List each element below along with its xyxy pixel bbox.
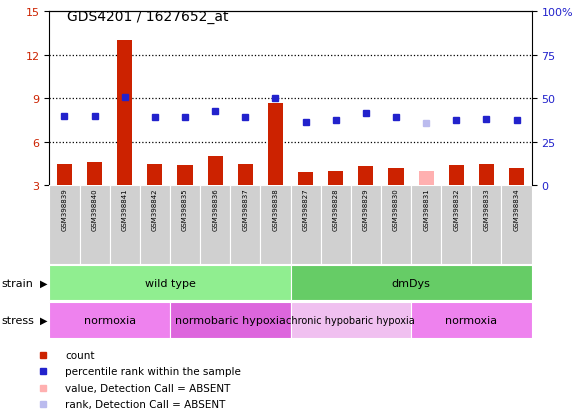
Bar: [110, 186, 140, 264]
Text: normoxia: normoxia: [84, 315, 136, 325]
Bar: [509, 169, 524, 186]
Bar: [479, 164, 494, 186]
Text: GSM398832: GSM398832: [453, 188, 459, 231]
Text: GSM398827: GSM398827: [303, 188, 309, 231]
Bar: [49, 302, 170, 338]
Text: normobaric hypoxia: normobaric hypoxia: [175, 315, 286, 325]
Bar: [80, 186, 110, 264]
Text: strain: strain: [1, 278, 33, 288]
Text: chronic hypobaric hypoxia: chronic hypobaric hypoxia: [286, 315, 415, 325]
Bar: [170, 186, 200, 264]
Bar: [140, 186, 170, 264]
Bar: [389, 169, 404, 186]
Bar: [260, 186, 290, 264]
Bar: [298, 173, 313, 186]
Bar: [238, 164, 253, 186]
Bar: [200, 186, 230, 264]
Text: ▶: ▶: [40, 278, 47, 288]
Text: GSM398836: GSM398836: [212, 188, 218, 231]
Text: rank, Detection Call = ABSENT: rank, Detection Call = ABSENT: [65, 399, 225, 409]
Bar: [290, 186, 321, 264]
Text: GSM398839: GSM398839: [62, 188, 67, 231]
Text: GSM398835: GSM398835: [182, 188, 188, 231]
Bar: [471, 186, 501, 264]
Bar: [290, 302, 411, 338]
Text: percentile rank within the sample: percentile rank within the sample: [65, 367, 241, 377]
Bar: [449, 166, 464, 186]
Bar: [49, 265, 290, 301]
Bar: [418, 171, 433, 186]
Text: stress: stress: [1, 315, 34, 325]
Bar: [411, 302, 532, 338]
Text: ▶: ▶: [40, 315, 47, 325]
Text: GSM398840: GSM398840: [92, 188, 98, 231]
Bar: [268, 104, 283, 186]
Text: GSM398842: GSM398842: [152, 188, 158, 230]
Text: GSM398828: GSM398828: [333, 188, 339, 231]
Text: dmDys: dmDys: [392, 278, 431, 288]
Bar: [290, 265, 532, 301]
Bar: [358, 167, 374, 186]
Bar: [87, 163, 102, 186]
Text: GSM398837: GSM398837: [242, 188, 248, 231]
Bar: [381, 186, 411, 264]
Text: GDS4201 / 1627652_at: GDS4201 / 1627652_at: [67, 10, 228, 24]
Text: wild type: wild type: [145, 278, 195, 288]
Bar: [148, 164, 163, 186]
Bar: [170, 302, 290, 338]
Bar: [411, 186, 441, 264]
Bar: [117, 41, 132, 186]
Bar: [501, 186, 532, 264]
Text: value, Detection Call = ABSENT: value, Detection Call = ABSENT: [65, 383, 230, 393]
Text: GSM398841: GSM398841: [122, 188, 128, 231]
Text: GSM398833: GSM398833: [483, 188, 489, 231]
Bar: [207, 157, 223, 186]
Text: GSM398830: GSM398830: [393, 188, 399, 231]
Bar: [230, 186, 260, 264]
Text: GSM398834: GSM398834: [514, 188, 519, 231]
Text: GSM398831: GSM398831: [423, 188, 429, 231]
Bar: [441, 186, 471, 264]
Text: GSM398838: GSM398838: [272, 188, 278, 231]
Bar: [177, 166, 192, 186]
Bar: [57, 164, 72, 186]
Text: GSM398829: GSM398829: [363, 188, 369, 231]
Bar: [351, 186, 381, 264]
Bar: [49, 186, 80, 264]
Text: count: count: [65, 351, 95, 361]
Bar: [321, 186, 351, 264]
Text: normoxia: normoxia: [445, 315, 497, 325]
Bar: [328, 171, 343, 186]
